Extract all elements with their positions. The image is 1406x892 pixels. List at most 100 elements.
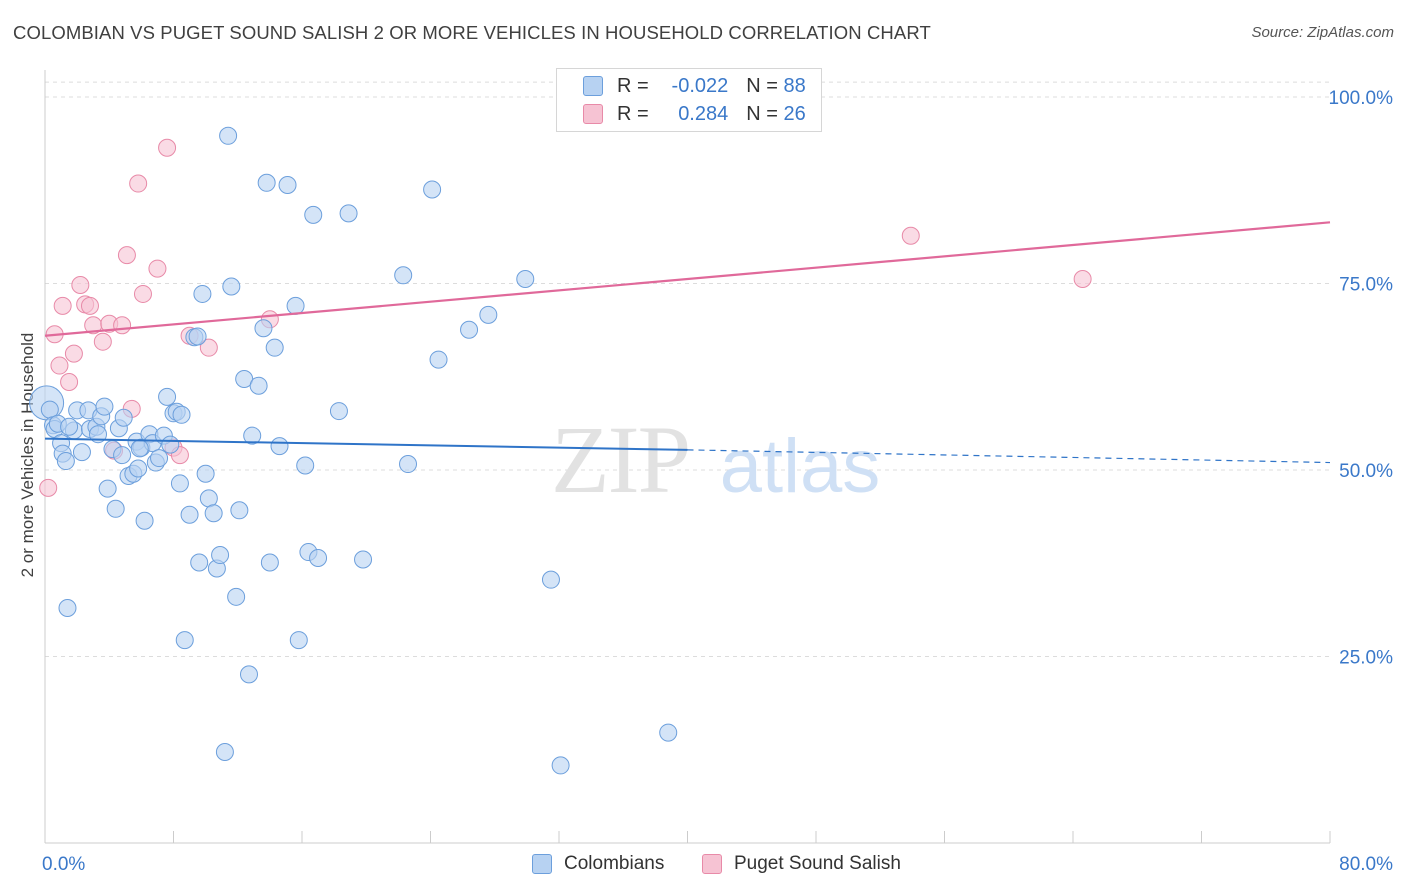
legend-n-value: 26 <box>783 102 806 125</box>
data-point-puget-sound-salish <box>53 296 72 315</box>
trendline-colombians <box>44 437 688 451</box>
y-tick-label: 75.0% <box>1339 275 1393 296</box>
data-point-colombians <box>60 417 79 436</box>
bottom-legend-colombians: Colombians <box>532 852 664 876</box>
data-point-colombians <box>150 449 169 468</box>
data-point-colombians <box>58 599 77 618</box>
data-point-puget-sound-salish <box>117 246 136 265</box>
data-point-colombians <box>354 550 373 569</box>
data-point-colombians <box>161 435 180 454</box>
data-point-colombians <box>257 173 276 192</box>
bottom-legend-swatch-blue <box>532 854 552 874</box>
data-point-colombians <box>72 443 91 462</box>
data-point-puget-sound-salish <box>133 284 152 303</box>
data-point-colombians <box>309 549 328 568</box>
x-tick-label-min: 0.0% <box>42 854 85 875</box>
data-point-colombians <box>175 631 194 650</box>
data-point-colombians <box>89 425 108 444</box>
svg-text:ZIP: ZIP <box>551 406 689 513</box>
data-point-colombians <box>193 284 212 303</box>
series-colombians-points <box>29 126 678 775</box>
data-point-colombians <box>541 570 560 589</box>
data-point-colombians <box>199 489 218 508</box>
data-point-puget-sound-salish <box>901 226 920 245</box>
axes <box>44 70 1331 844</box>
data-point-colombians <box>95 397 114 416</box>
y-tick-label: 50.0% <box>1339 461 1393 482</box>
legend-n-value: 88 <box>783 74 806 97</box>
data-point-colombians <box>227 587 246 606</box>
legend-swatch-pink <box>583 104 603 124</box>
bottom-legend-swatch-pink <box>702 854 722 874</box>
legend-swatch-blue <box>583 76 603 96</box>
data-point-puget-sound-salish <box>64 344 83 363</box>
legend: R = -0.022 N = 88 R = 0.284 N = 26 <box>556 68 822 132</box>
trendline-colombians-extension <box>687 449 1331 464</box>
bottom-legend-puget-sound-salish: Puget Sound Salish <box>702 852 901 876</box>
data-point-colombians <box>304 205 323 224</box>
data-point-colombians <box>130 439 149 458</box>
chart-title: COLOMBIAN VS PUGET SOUND SALISH 2 OR MOR… <box>13 22 931 43</box>
data-point-colombians <box>219 126 238 145</box>
bottom-legend-label: Colombians <box>564 853 665 874</box>
data-point-colombians <box>339 204 358 223</box>
data-point-colombians <box>265 338 284 357</box>
data-point-colombians <box>190 553 209 572</box>
data-point-colombians <box>211 546 230 565</box>
data-point-puget-sound-salish <box>50 356 69 375</box>
data-point-colombians <box>296 456 315 475</box>
data-point-colombians <box>429 350 448 369</box>
trendlines <box>44 221 1331 464</box>
legend-r-label: R = <box>617 102 649 125</box>
data-point-colombians <box>260 553 279 572</box>
legend-r-label: R = <box>617 74 649 97</box>
data-point-puget-sound-salish <box>93 332 112 351</box>
data-point-colombians <box>516 270 535 289</box>
legend-n-label: N = <box>746 102 778 125</box>
data-point-colombians <box>230 501 249 520</box>
x-tick-label-max: 80.0% <box>1339 854 1393 875</box>
data-point-colombians <box>249 376 268 395</box>
svg-text:atlas: atlas <box>720 424 881 509</box>
data-point-puget-sound-salish <box>129 174 148 193</box>
data-point-colombians <box>129 459 148 478</box>
data-point-puget-sound-salish <box>113 316 132 335</box>
data-point-puget-sound-salish <box>158 138 177 157</box>
tick-labels: 25.0% 50.0% 75.0% 100.0% 0.0% 80.0% <box>42 88 1393 875</box>
data-point-colombians <box>551 756 570 775</box>
data-point-colombians <box>114 408 133 427</box>
data-point-colombians <box>222 277 241 296</box>
data-point-colombians <box>270 437 289 456</box>
data-point-colombians <box>254 319 273 338</box>
data-point-colombians <box>243 426 262 445</box>
data-point-puget-sound-salish <box>1073 270 1092 289</box>
data-point-colombians <box>204 504 223 523</box>
data-point-puget-sound-salish <box>60 372 79 391</box>
data-point-colombians <box>158 387 177 406</box>
data-point-colombians <box>188 327 207 346</box>
data-point-colombians <box>196 464 215 483</box>
data-point-puget-sound-salish <box>71 275 90 294</box>
data-point-puget-sound-salish <box>199 338 218 357</box>
data-point-colombians <box>172 405 191 424</box>
data-point-puget-sound-salish <box>80 296 99 315</box>
legend-r-value: -0.022 <box>671 74 729 97</box>
data-point-colombians <box>239 665 258 684</box>
data-point-colombians <box>460 320 479 339</box>
data-point-colombians <box>479 305 498 324</box>
data-point-colombians <box>329 402 348 421</box>
data-point-colombians <box>215 742 234 761</box>
data-point-puget-sound-salish <box>39 478 58 497</box>
data-point-colombians <box>106 499 125 518</box>
data-point-colombians <box>135 511 154 530</box>
gridlines <box>45 81 1330 657</box>
data-point-colombians <box>659 723 678 742</box>
legend-r-value: 0.284 <box>678 102 729 125</box>
legend-row-colombians: R = -0.022 N = 88 <box>583 73 806 99</box>
trendline-puget-sound-salish <box>44 221 1331 337</box>
data-point-colombians <box>423 180 442 199</box>
data-point-colombians <box>286 296 305 315</box>
chart-source: Source: ZipAtlas.com <box>1251 24 1394 41</box>
watermark: ZIP atlas <box>551 406 880 513</box>
